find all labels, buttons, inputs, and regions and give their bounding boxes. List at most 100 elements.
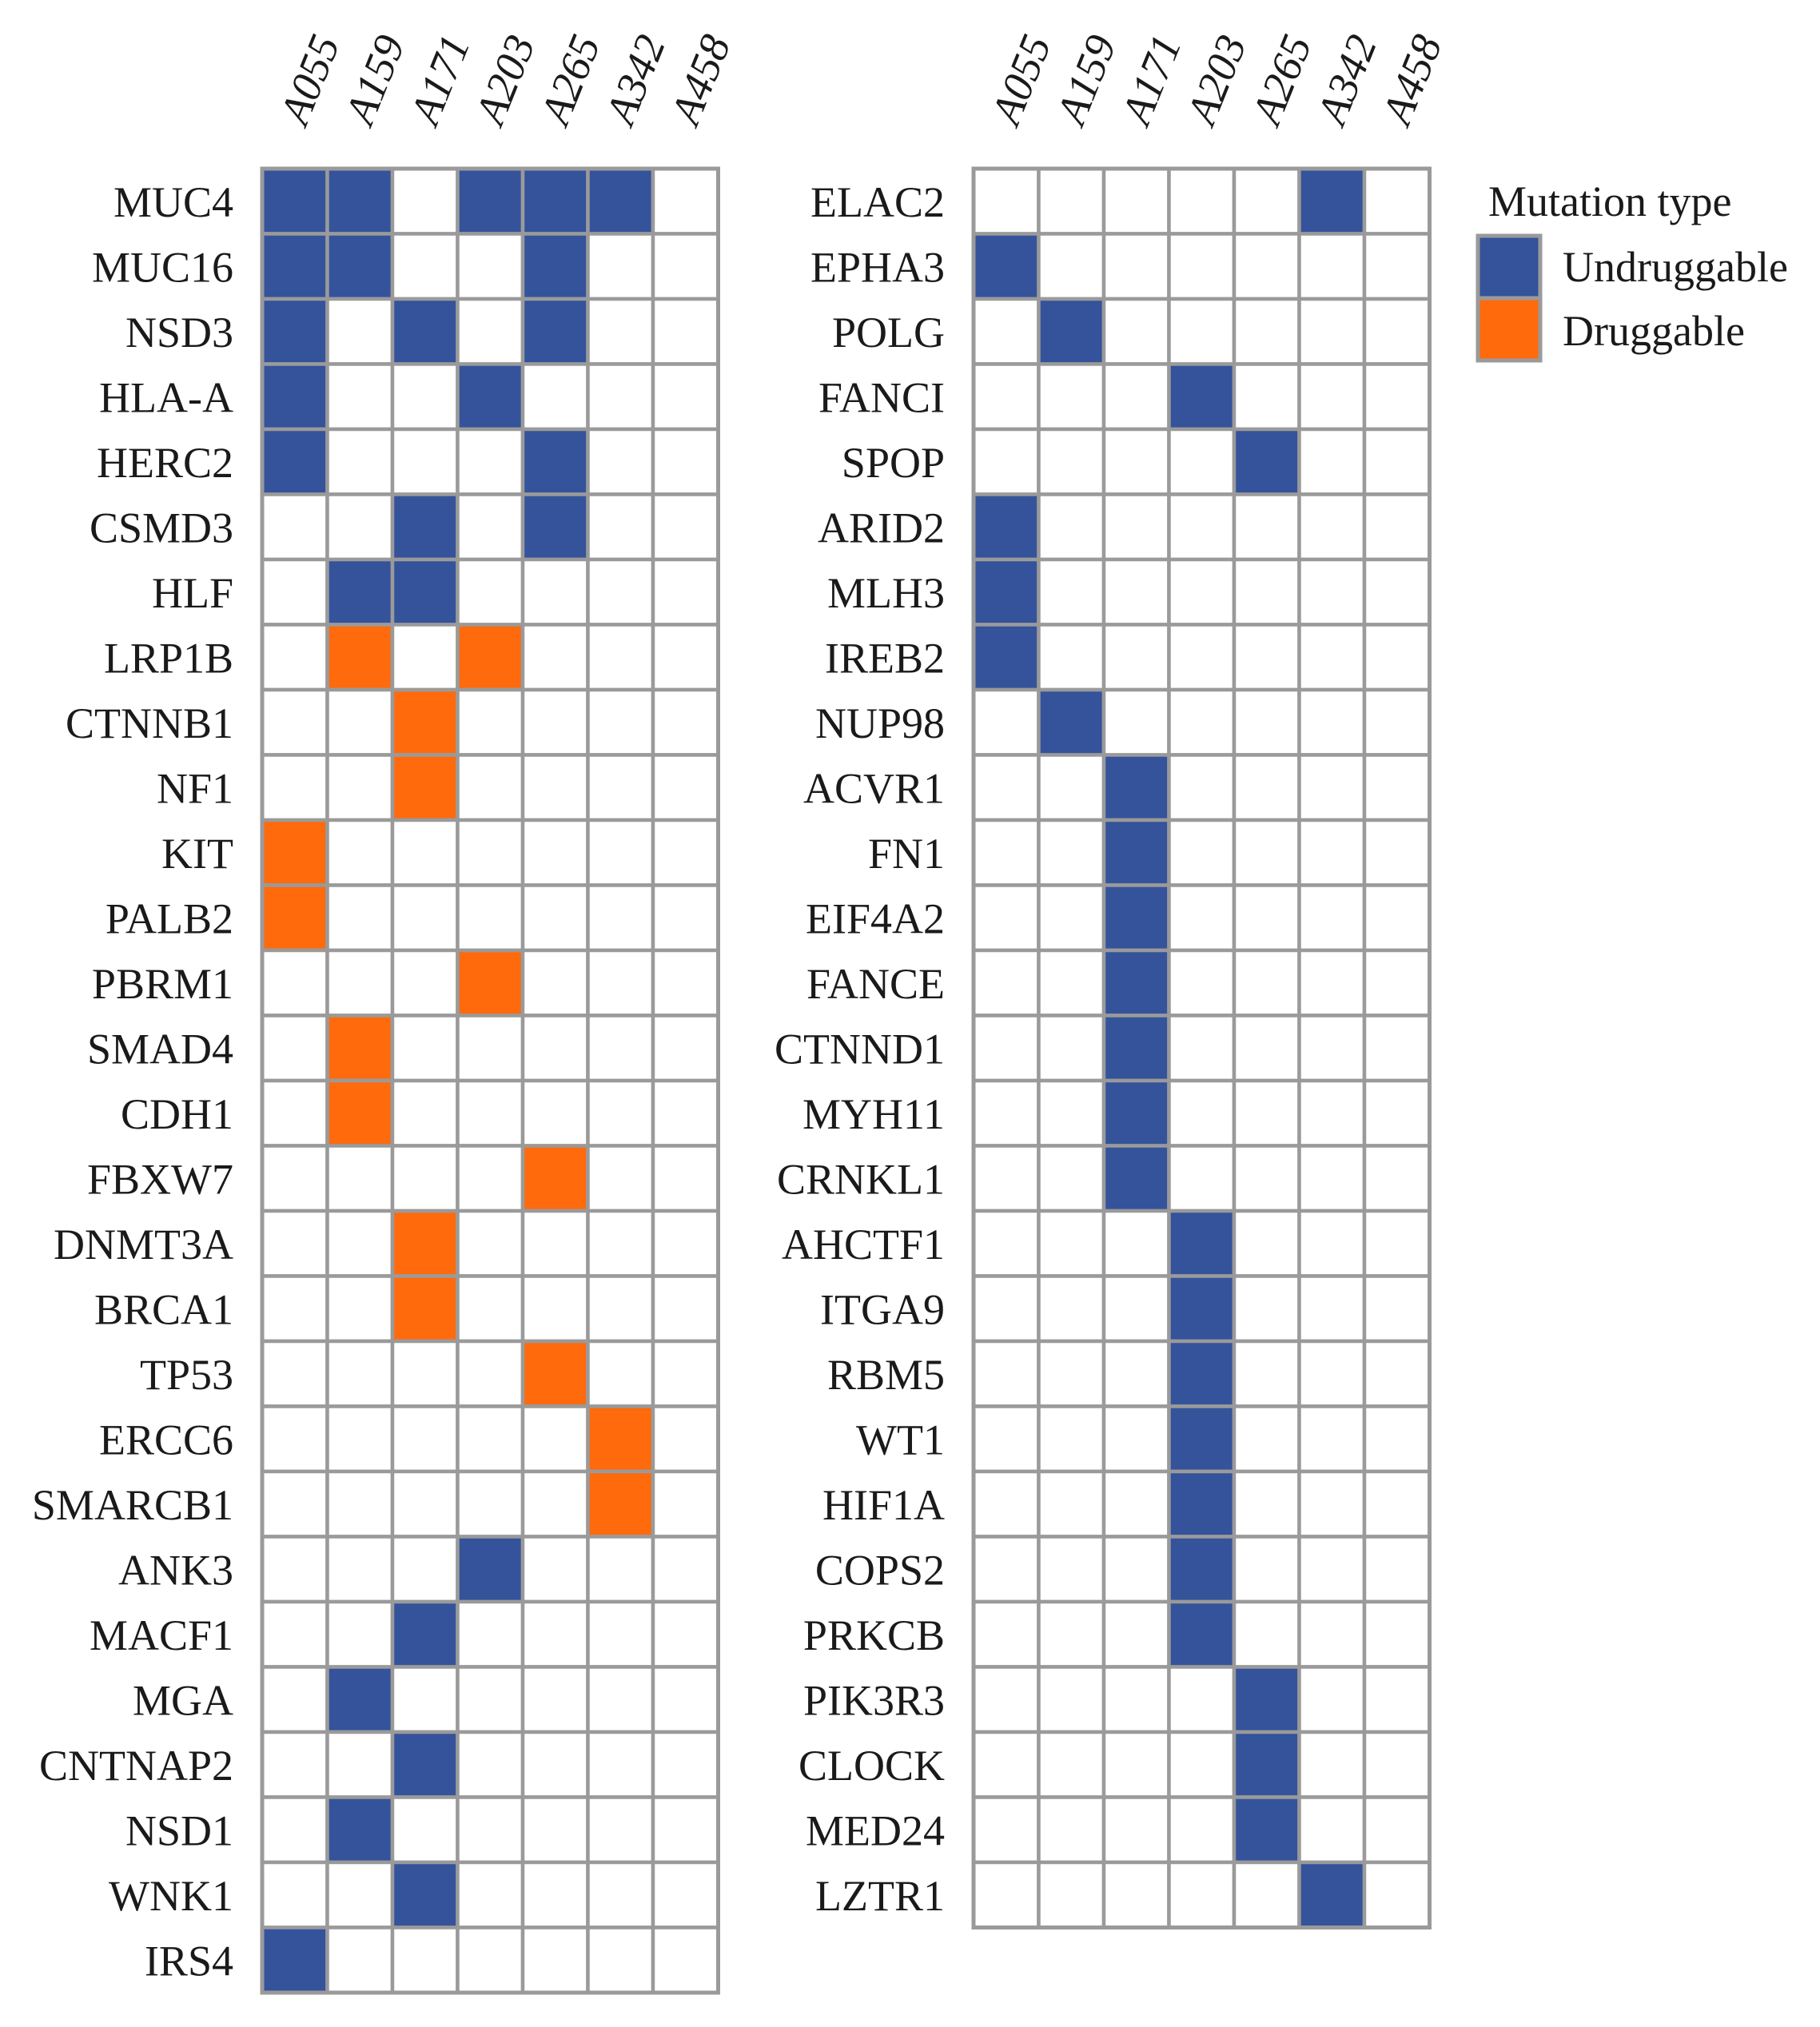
cell-nf1-a342 xyxy=(586,753,655,822)
cell-ctnnd1-a342 xyxy=(1297,1014,1367,1083)
sample-label-a458: A458 xyxy=(1372,28,1451,133)
cell-eif4a2-a203 xyxy=(1167,883,1237,953)
cell-prkcb-a159 xyxy=(1037,1599,1106,1669)
cell-med24-a203 xyxy=(1167,1795,1237,1865)
cell-muc16-a342 xyxy=(586,232,655,301)
cell-myh11-a159 xyxy=(1037,1078,1106,1148)
gene-label-epha3: EPHA3 xyxy=(810,243,945,291)
cell-herc2-a265 xyxy=(520,427,590,496)
cell-muc4-a265 xyxy=(520,166,590,236)
cell-kit-a055 xyxy=(260,818,329,887)
legend: Mutation type Undruggable Druggable xyxy=(1476,177,1788,363)
cell-nsd3-a458 xyxy=(651,297,720,366)
cell-nsd1-a342 xyxy=(586,1795,655,1865)
cell-cops2-a265 xyxy=(1232,1535,1301,1604)
cell-itga9-a055 xyxy=(971,1274,1041,1344)
cell-crnkl1-a171 xyxy=(1101,1144,1171,1213)
cell-smarcb1-a342 xyxy=(586,1469,655,1539)
cell-mga-a055 xyxy=(260,1665,329,1734)
cell-nup98-a458 xyxy=(1362,687,1432,757)
cell-fance-a171 xyxy=(1101,948,1171,1017)
cell-kit-a171 xyxy=(390,818,460,887)
cell-hlf-a203 xyxy=(456,557,525,627)
cell-hif1a-a342 xyxy=(1297,1469,1367,1539)
cell-ahctf1-a265 xyxy=(1232,1209,1301,1278)
gene-label-crnkl1: CRNKL1 xyxy=(777,1155,945,1203)
cell-wt1-a055 xyxy=(971,1404,1041,1474)
cell-ank3-a458 xyxy=(651,1535,720,1604)
cell-med24-a458 xyxy=(1362,1795,1432,1865)
cell-arid2-a159 xyxy=(1037,492,1106,562)
gene-label-pbrm1: PBRM1 xyxy=(92,960,233,1008)
cell-cntnap2-a159 xyxy=(325,1730,395,1799)
cell-clock-a203 xyxy=(1167,1730,1237,1799)
gene-label-ireb2: IREB2 xyxy=(825,634,945,682)
cell-fbxw7-a458 xyxy=(651,1144,720,1213)
gene-label-fance: FANCE xyxy=(806,960,945,1008)
gene-label-lrp1b: LRP1B xyxy=(104,634,233,682)
cell-myh11-a458 xyxy=(1362,1078,1432,1148)
gene-label-herc2: HERC2 xyxy=(97,439,233,487)
cell-ireb2-a203 xyxy=(1167,623,1237,692)
cell-nf1-a458 xyxy=(651,753,720,822)
cell-clock-a342 xyxy=(1297,1730,1367,1799)
cell-ahctf1-a159 xyxy=(1037,1209,1106,1278)
cell-dnmt3a-a055 xyxy=(260,1209,329,1278)
cell-crnkl1-a458 xyxy=(1362,1144,1432,1213)
gene-label-wt1: WT1 xyxy=(856,1416,945,1464)
cell-polg-a342 xyxy=(1297,297,1367,366)
cell-hlf-a342 xyxy=(586,557,655,627)
gene-label-irs4: IRS4 xyxy=(145,1937,233,1985)
cell-epha3-a342 xyxy=(1297,232,1367,301)
cell-smarcb1-a203 xyxy=(456,1469,525,1539)
cell-fance-a265 xyxy=(1232,948,1301,1017)
cell-nsd3-a265 xyxy=(520,297,590,366)
cell-cdh1-a055 xyxy=(260,1078,329,1148)
cell-pbrm1-a458 xyxy=(651,948,720,1017)
cell-dnmt3a-a265 xyxy=(520,1209,590,1278)
cell-ahctf1-a171 xyxy=(1101,1209,1171,1278)
gene-label-cops2: COPS2 xyxy=(815,1546,945,1594)
cell-myh11-a171 xyxy=(1101,1078,1171,1148)
cell-mga-a159 xyxy=(325,1665,395,1734)
cell-brca1-a159 xyxy=(325,1274,395,1344)
cell-dnmt3a-a203 xyxy=(456,1209,525,1278)
cell-fn1-a171 xyxy=(1101,818,1171,887)
cell-itga9-a159 xyxy=(1037,1274,1106,1344)
gene-label-nf1: NF1 xyxy=(157,764,233,812)
cell-ireb2-a265 xyxy=(1232,623,1301,692)
cell-ank3-a171 xyxy=(390,1535,460,1604)
cell-palb2-a159 xyxy=(325,883,395,953)
gene-label-rbm5: RBM5 xyxy=(827,1351,945,1399)
cell-arid2-a342 xyxy=(1297,492,1367,562)
cell-herc2-a203 xyxy=(456,427,525,496)
cell-hlf-a458 xyxy=(651,557,720,627)
gene-label-brca1: BRCA1 xyxy=(94,1285,233,1333)
cell-smarcb1-a265 xyxy=(520,1469,590,1539)
cell-macf1-a159 xyxy=(325,1599,395,1669)
cell-fance-a055 xyxy=(971,948,1041,1017)
heatmap-border-left xyxy=(260,166,720,1995)
cell-muc4-a203 xyxy=(456,166,525,236)
gene-label-arid2: ARID2 xyxy=(818,504,945,552)
gene-label-pik3r3: PIK3R3 xyxy=(803,1676,945,1724)
cell-mlh3-a342 xyxy=(1297,557,1367,627)
cell-irs4-a159 xyxy=(325,1925,395,1995)
cell-prkcb-a265 xyxy=(1232,1599,1301,1669)
cell-hlf-a159 xyxy=(325,557,395,627)
cell-brca1-a265 xyxy=(520,1274,590,1344)
cell-csmd3-a342 xyxy=(586,492,655,562)
cell-hla-a-a171 xyxy=(390,362,460,432)
legend-swatch-druggable xyxy=(1476,296,1543,363)
cell-pik3r3-a265 xyxy=(1232,1665,1301,1734)
cell-nup98-a171 xyxy=(1101,687,1171,757)
cell-fance-a203 xyxy=(1167,948,1237,1017)
cell-spop-a171 xyxy=(1101,427,1171,496)
cell-ireb2-a171 xyxy=(1101,623,1171,692)
cell-cntnap2-a203 xyxy=(456,1730,525,1799)
cell-pbrm1-a159 xyxy=(325,948,395,1017)
cell-med24-a265 xyxy=(1232,1795,1301,1865)
cell-rbm5-a159 xyxy=(1037,1339,1106,1408)
cell-muc16-a171 xyxy=(390,232,460,301)
cell-mlh3-a171 xyxy=(1101,557,1171,627)
